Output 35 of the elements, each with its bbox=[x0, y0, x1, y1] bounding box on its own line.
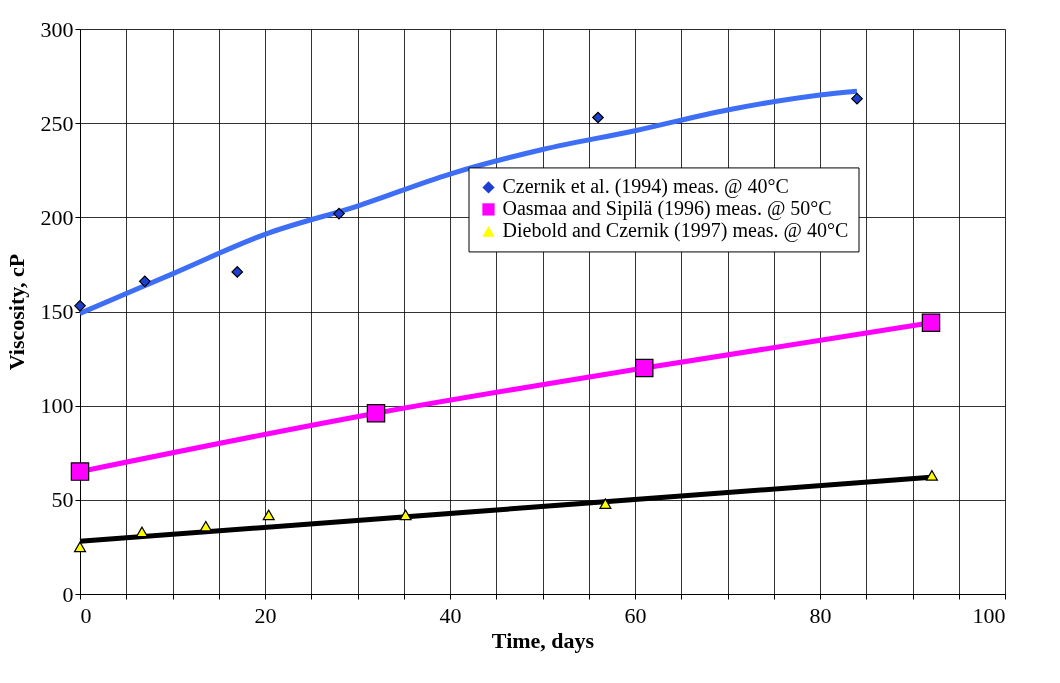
point bbox=[138, 275, 151, 288]
x-tick-label: 40 bbox=[439, 602, 462, 628]
legend-label: Diebold and Czernik (1997) meas. @ 40°C bbox=[502, 219, 849, 243]
x-tick-label: 20 bbox=[254, 602, 277, 628]
point bbox=[262, 509, 275, 521]
point bbox=[592, 111, 604, 124]
y-tick-label: 50 bbox=[51, 487, 74, 513]
point bbox=[399, 509, 412, 521]
point bbox=[135, 526, 149, 538]
point bbox=[73, 541, 87, 553]
point bbox=[851, 92, 863, 105]
point bbox=[333, 207, 345, 220]
y-tick-label: 100 bbox=[40, 393, 74, 419]
x-tick-label: 100 bbox=[972, 602, 1006, 628]
x-tick-label: 80 bbox=[809, 602, 832, 628]
point bbox=[599, 498, 612, 509]
legend-label: Czernik et al. (1994) meas. @ 40°C bbox=[502, 175, 789, 199]
y-tick-label: 300 bbox=[40, 16, 74, 42]
y-tick-label: 0 bbox=[62, 581, 74, 607]
y-axis-title: Viscosity, cP bbox=[3, 253, 29, 371]
x-tick-label: 60 bbox=[624, 602, 647, 628]
y-tick-label: 250 bbox=[40, 110, 74, 136]
point bbox=[74, 300, 86, 312]
y-tick-label: 150 bbox=[40, 299, 74, 324]
point bbox=[634, 358, 654, 378]
x-tick-label: 0 bbox=[80, 602, 92, 628]
legend-label: Oasmaa and Sipilä (1996) meas. @ 50°C bbox=[502, 197, 832, 221]
point bbox=[925, 470, 938, 481]
y-tick-label: 200 bbox=[40, 204, 74, 230]
point bbox=[231, 266, 244, 278]
point bbox=[921, 313, 941, 333]
point bbox=[366, 403, 386, 423]
x-axis-title: Time, days bbox=[491, 627, 595, 653]
point bbox=[199, 520, 212, 532]
point bbox=[70, 462, 90, 481]
